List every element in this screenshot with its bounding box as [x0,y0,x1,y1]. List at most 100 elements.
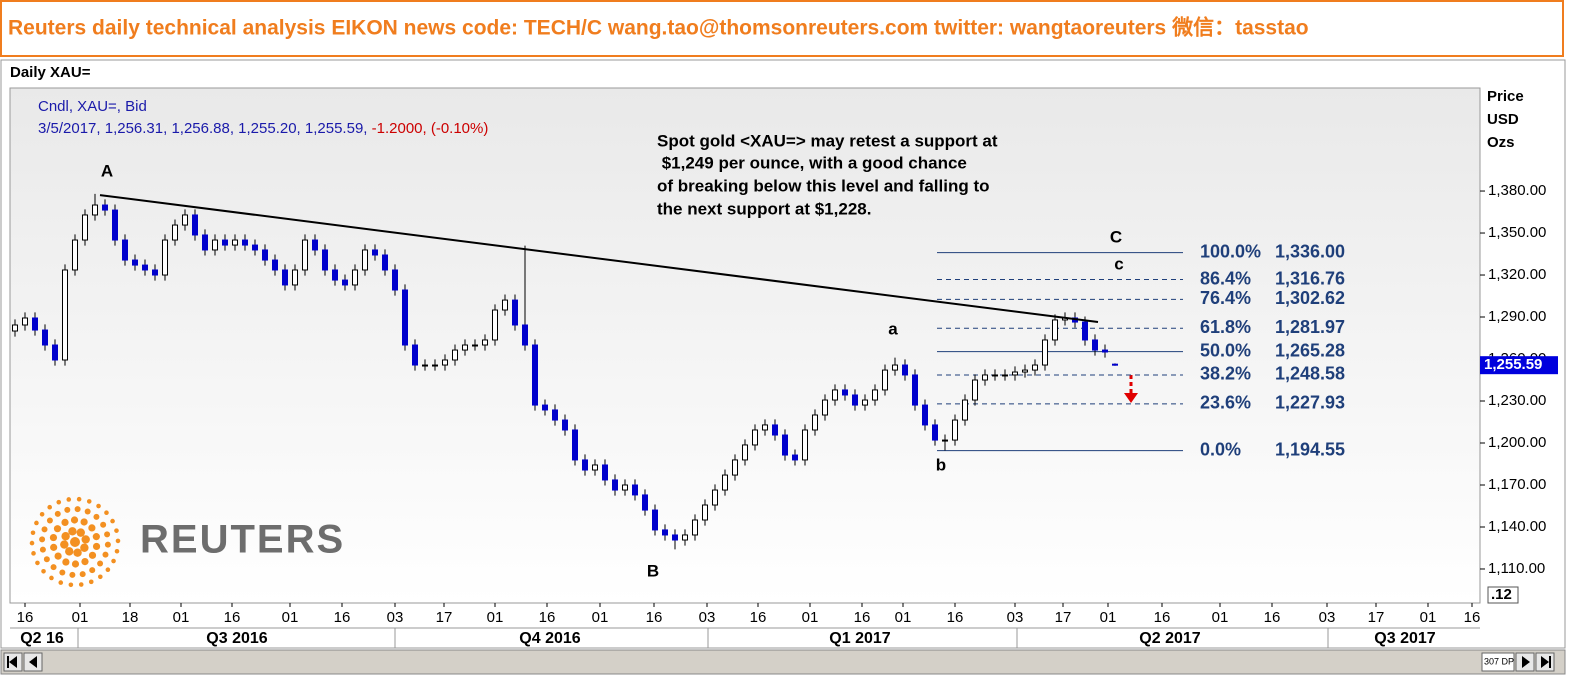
logo-dot [54,552,62,560]
annotation: A [101,161,113,180]
candle-body [992,374,998,377]
logo-dot [54,510,61,517]
quarter-label: Q2 16 [20,630,64,647]
x-tick-label: 03 [1007,609,1024,626]
y-tick-label: 1,350.00 [1488,224,1546,241]
corner-box [1487,586,1519,604]
logo-dot [56,499,62,505]
logo-dot [115,538,121,544]
candle-body [22,317,28,326]
candle-body [262,249,268,261]
candle-body [112,209,118,241]
candle-body [122,239,128,261]
logo-dot [53,525,62,533]
fib-price: 1,302.62 [1275,288,1345,308]
logo-dot [73,548,82,557]
logo-dot [64,506,71,513]
arrow-head [1124,393,1138,403]
candle-body [632,484,638,496]
candle-body [392,269,398,291]
annotation: b [936,455,946,474]
scroll-icon [1541,656,1551,668]
logo-dot [59,569,66,576]
logo-dot [110,518,115,524]
scroll-label: 307 DP [1484,656,1514,666]
candle-body [412,344,418,366]
fib-pct: 61.8% [1200,317,1251,337]
chart-title: Daily XAU= [10,64,91,81]
candle-body [782,434,788,456]
logo-dot [39,511,45,517]
logo-dot [30,530,36,536]
candle-body [842,389,848,396]
fib-price: 1,248.58 [1275,364,1345,384]
candle-body [12,324,18,332]
candle-body [402,289,408,346]
x-tick-label: 16 [1154,609,1171,626]
candle-body [82,214,88,241]
logo-dot [68,582,74,588]
candle-body [672,534,678,541]
logo-dot [81,535,90,544]
candle-body [882,369,888,391]
candle-body [732,459,738,476]
fib-pct: 38.2% [1200,364,1251,384]
logo-dot [96,503,101,509]
logo-dot [81,558,89,566]
logo-dot [80,518,88,526]
candle-body [272,259,278,271]
candle-body [542,404,548,411]
candle-body [972,379,978,401]
x-tick-label: 16 [539,609,556,626]
y-axis-label: Ozs [1487,134,1515,151]
fib-pct: 86.4% [1200,268,1251,288]
x-tick-label: 16 [1264,609,1281,626]
candle-body [372,249,378,256]
logo-dot [71,560,80,568]
x-tick-label: 03 [1319,609,1336,626]
logo-dot [41,569,46,574]
logo-dot [102,551,109,558]
quarter-label: Q2 2017 [1139,630,1200,647]
candle-body [802,429,808,461]
candle-body [592,464,598,471]
logo-dot [34,520,39,526]
candle-body [1052,319,1058,341]
candle-body [932,424,938,441]
y-tick-label: 1,320.00 [1488,266,1546,283]
x-tick-label: 01 [487,609,504,626]
logo-dot [39,546,46,553]
fib-pct: 76.4% [1200,288,1251,308]
last-price-label: 1,255.59 [1484,356,1542,373]
note: of breaking below this level and falling… [657,176,990,195]
logo-dot [74,506,81,513]
x-tick-label: 16 [750,609,767,626]
reuters-logo: REUTERS [29,496,343,588]
candle-body [892,364,898,371]
y-tick-label: 1,200.00 [1488,434,1546,451]
x-tick-label: 16 [947,609,964,626]
candle-body [982,374,988,381]
candle-body [832,389,838,401]
candle-body [512,299,518,326]
logo-dot [43,556,50,563]
y-axis-label: Price [1487,88,1524,105]
logo-dot [79,571,86,578]
annotation: c [1114,255,1123,274]
candle-body [472,344,478,347]
candle-body [72,239,78,271]
fib-pct: 50.0% [1200,340,1251,360]
logo-dot [105,567,111,573]
candle-body [812,414,818,431]
logo-dot [65,547,74,556]
x-tick-label: 16 [17,609,34,626]
candle-body [822,399,828,416]
candle-body [322,249,328,271]
logo-dot [49,575,54,581]
logo-dot [98,574,103,580]
x-tick-label: 01 [72,609,89,626]
scroll-box[interactable] [1481,652,1515,672]
logo-dot [41,526,48,533]
logo-dot [89,567,96,574]
candle-body [482,339,488,346]
